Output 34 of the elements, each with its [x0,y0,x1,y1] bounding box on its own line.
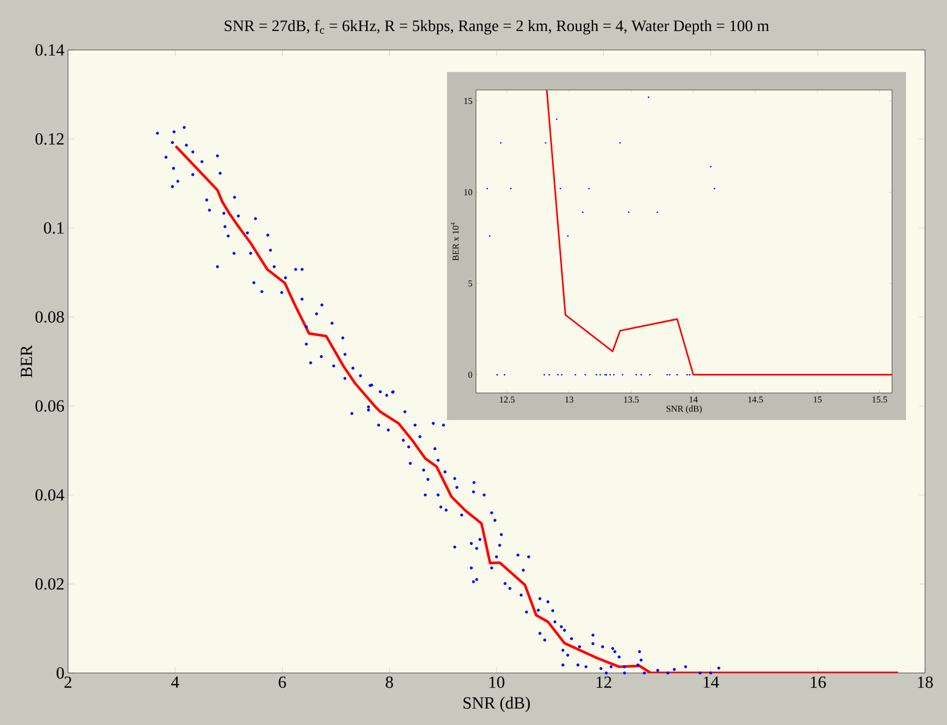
x-tick-label: 14.5 [748,396,763,403]
y-tick-label: 0 [56,667,64,679]
y-tick-label: 0.04 [35,489,64,501]
y-tick-label: 0 [468,372,472,378]
x-tick-label: 12 [596,676,612,688]
line-series [546,90,892,376]
y-tick-label: 0.12 [35,133,64,145]
x-tick-label: 15 [814,396,822,403]
x-tick-label: 14 [690,396,698,402]
y-tick-label: 0.02 [35,578,64,590]
x-tick-label: 14 [704,676,719,688]
y-axis-title: BER x 10$^{4}$ [450,222,459,261]
x-tick-label: 16 [810,676,826,688]
chart-title: SNR = 27dB, f$_{c}$ = 6kHz, R = 5kbps, Range = 2 km, Rough = 4, Water Depth = 100 m [224,20,770,34]
x-tick-label: 13 [565,396,574,403]
y-tick-label: 0.06 [35,400,64,412]
y-tick-label: 10 [464,189,472,196]
x-tick-label: 12.5 [500,396,515,403]
y-tick-label: 15 [464,98,472,104]
x-tick-label: 10 [490,676,504,688]
x-tick-label: 8 [386,676,393,688]
x-axis-title: SNR (dB) [666,405,702,414]
x-tick-label: 6 [278,676,286,688]
y-tick-label: 0.08 [35,311,64,323]
y-axis-title: BER [20,345,32,378]
y-tick-label: 5 [468,280,472,286]
y-tick-label: 0.14 [35,44,64,56]
x-tick-label: 18 [918,676,933,688]
x-tick-label: 4 [171,676,180,688]
x-tick-label: 15.5 [872,396,888,403]
x-tick-label: 13.5 [624,396,639,403]
x-tick-label: 2 [64,676,72,688]
y-tick-label: 0.1 [44,222,64,234]
x-axis-title: SNR (dB) [464,696,530,712]
